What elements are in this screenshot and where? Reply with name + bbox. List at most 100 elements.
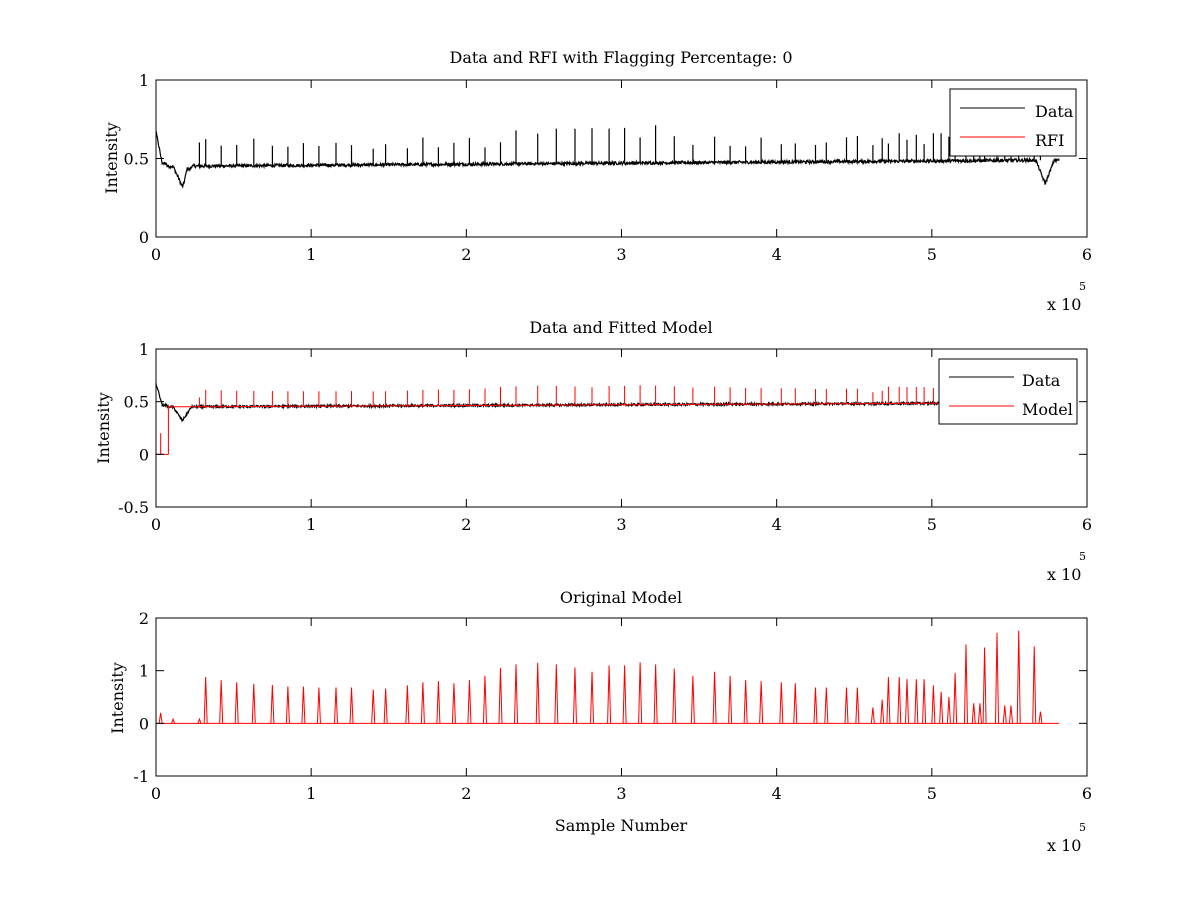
model-spike bbox=[234, 682, 239, 724]
model-spike bbox=[712, 671, 717, 724]
model-spike bbox=[977, 703, 982, 724]
y-ticks: 00.51 bbox=[124, 71, 1087, 247]
x-ticks: 0 1 2 3 4 5 6 bbox=[151, 618, 1092, 803]
legend-label-data: Data bbox=[1035, 102, 1074, 121]
x-tick-label: 4 bbox=[772, 784, 782, 803]
y-tick-label: 0.5 bbox=[124, 150, 149, 169]
model-spike bbox=[870, 707, 875, 724]
model-spike bbox=[590, 671, 595, 724]
model-spike bbox=[482, 675, 487, 724]
model-spike bbox=[880, 699, 885, 724]
model-spike bbox=[301, 686, 306, 724]
x-tick-label: 0 bbox=[151, 245, 161, 264]
x-axis-label: Sample Number bbox=[555, 816, 688, 835]
model-spike bbox=[1002, 705, 1007, 724]
x-tick-label: 3 bbox=[616, 784, 626, 803]
x-multiplier-exponent: 5 bbox=[1079, 280, 1086, 293]
y-tick-label: 1 bbox=[139, 662, 149, 681]
x-multiplier-exponent: 5 bbox=[1079, 550, 1086, 563]
model-spike bbox=[513, 664, 518, 724]
y-ticks: -1 0 1 2 bbox=[133, 609, 1087, 786]
model-spike bbox=[420, 682, 425, 724]
x-multiplier-text: x 10 bbox=[1047, 295, 1081, 314]
x-ticks: 0 1 2 3 4 5 6 bbox=[151, 80, 1092, 264]
y-tick-label: 0 bbox=[139, 445, 149, 464]
model-spike bbox=[554, 664, 559, 724]
x-tick-label: 4 bbox=[772, 245, 782, 264]
model-spike bbox=[971, 703, 976, 724]
x-tick-label: 6 bbox=[1082, 784, 1092, 803]
x-multiplier: x 10 5 bbox=[1047, 821, 1086, 855]
model-spike bbox=[270, 684, 275, 724]
legend: Data RFI bbox=[949, 88, 1077, 157]
model-spike bbox=[203, 676, 208, 724]
x-tick-label: 4 bbox=[772, 515, 782, 534]
x-tick-label: 0 bbox=[151, 784, 161, 803]
model-spike bbox=[383, 688, 388, 724]
legend-label-data: Data bbox=[1022, 371, 1061, 390]
y-tick-label: 2 bbox=[139, 609, 149, 628]
series-layer bbox=[155, 380, 1060, 455]
y-axis-label: Intensity bbox=[102, 122, 121, 194]
model-spike bbox=[405, 685, 410, 724]
x-tick-label: 5 bbox=[927, 245, 937, 264]
legend: Data Model bbox=[938, 358, 1078, 425]
x-multiplier-text: x 10 bbox=[1047, 565, 1081, 584]
x-tick-label: 2 bbox=[461, 245, 471, 264]
model-spike bbox=[813, 687, 818, 724]
model-spike bbox=[905, 679, 910, 724]
model-spike bbox=[197, 717, 202, 724]
series-line-model bbox=[156, 380, 1060, 455]
x-tick-label: 3 bbox=[616, 515, 626, 534]
y-tick-label: -1 bbox=[133, 767, 149, 786]
x-multiplier-exponent: 5 bbox=[1079, 821, 1086, 834]
series-layer bbox=[155, 125, 1060, 189]
model-spike bbox=[653, 664, 658, 724]
model-spike bbox=[922, 679, 927, 724]
panel-title: Data and Fitted Model bbox=[529, 318, 712, 337]
x-tick-label: 2 bbox=[461, 784, 471, 803]
model-spike bbox=[251, 683, 256, 724]
model-spike bbox=[963, 644, 968, 724]
model-spike bbox=[953, 672, 958, 724]
legend-label-rfi: RFI bbox=[1035, 131, 1064, 150]
axes-box bbox=[155, 617, 1088, 777]
x-tick-label: 3 bbox=[616, 245, 626, 264]
x-tick-label: 6 bbox=[1082, 515, 1092, 534]
model-spike bbox=[1038, 711, 1043, 724]
y-axis-label: Intensity bbox=[108, 662, 127, 734]
y-tick-label: -0.5 bbox=[118, 498, 149, 517]
model-spike bbox=[995, 632, 1000, 724]
model-spike bbox=[690, 675, 695, 724]
model-spike bbox=[498, 668, 503, 724]
x-tick-label: 5 bbox=[927, 515, 937, 534]
panel-title: Original Model bbox=[560, 588, 682, 607]
model-spike bbox=[285, 686, 290, 724]
x-tick-label: 0 bbox=[151, 515, 161, 534]
model-spike bbox=[371, 689, 376, 724]
legend-box bbox=[949, 88, 1077, 157]
y-tick-label: 1 bbox=[139, 340, 149, 359]
y-tick-label: 1 bbox=[139, 71, 149, 90]
model-spike bbox=[158, 712, 163, 724]
model-spike bbox=[1032, 646, 1037, 724]
x-tick-label: 1 bbox=[306, 515, 316, 534]
x-tick-label: 1 bbox=[306, 245, 316, 264]
legend-label-model: Model bbox=[1022, 400, 1073, 419]
model-spike bbox=[572, 667, 577, 724]
model-spike bbox=[535, 662, 540, 724]
y-tick-label: 0 bbox=[139, 714, 149, 733]
x-multiplier: x 10 5 bbox=[1047, 550, 1086, 584]
y-axis-label: Intensity bbox=[94, 392, 113, 464]
y-ticks: -0.5 0 0.5 1 bbox=[118, 340, 1087, 517]
legend-box bbox=[938, 358, 1078, 425]
model-spike bbox=[638, 662, 643, 724]
x-tick-label: 2 bbox=[461, 515, 471, 534]
model-spike bbox=[622, 665, 627, 724]
model-spike bbox=[333, 687, 338, 724]
model-spike bbox=[316, 687, 321, 724]
x-tick-label: 5 bbox=[927, 784, 937, 803]
model-spike bbox=[607, 665, 612, 724]
